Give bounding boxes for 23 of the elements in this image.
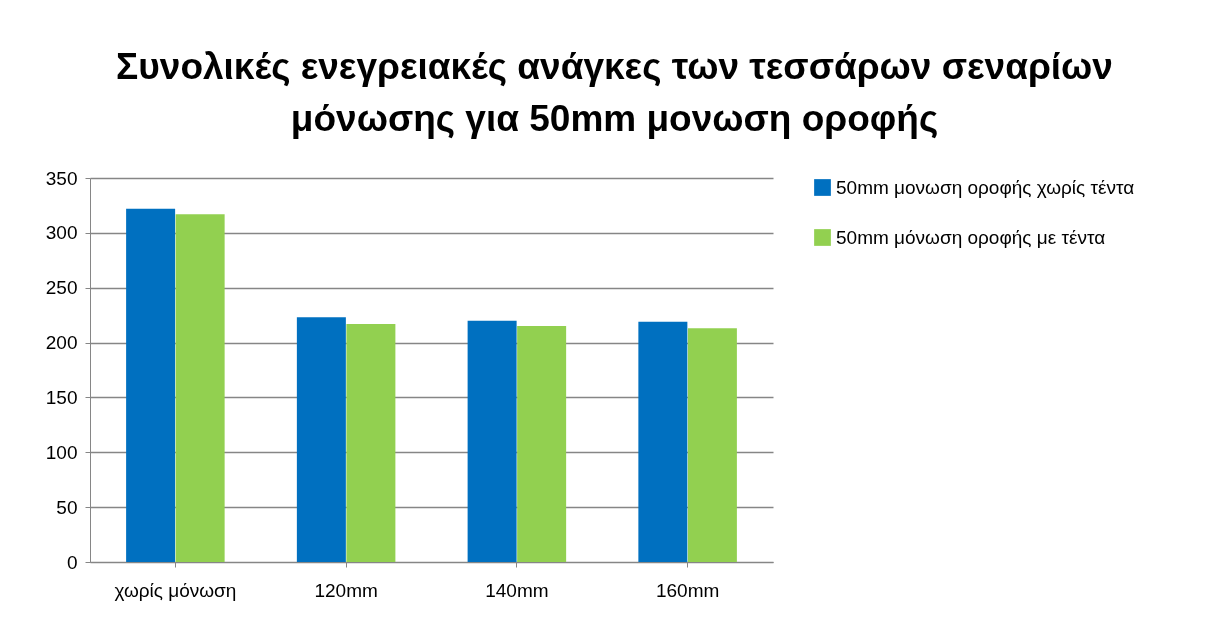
x-tick-label: 140mm	[485, 579, 549, 601]
y-tick-label: 50	[56, 496, 78, 518]
x-tick-label: χωρίς μόνωση	[114, 579, 237, 601]
y-tick-label: 350	[45, 167, 78, 189]
bar	[296, 317, 346, 562]
bar	[638, 321, 688, 562]
y-tick-label: 150	[45, 386, 78, 408]
y-tick-label: 300	[45, 222, 78, 244]
y-tick-label: 250	[45, 277, 78, 299]
y-tick-label: 100	[45, 441, 78, 463]
legend-label: 50mm μονωση οροφής χωρίς τέντα	[836, 176, 1135, 198]
bar	[346, 323, 396, 562]
bar	[467, 320, 517, 562]
y-tick-label: 0	[66, 551, 78, 573]
x-tick-label: 120mm	[314, 579, 378, 601]
bar	[517, 326, 567, 562]
chart-title: Συνολικές ενεγρειακές ανάγκες των τεσσάρων σεναρίων μόνωσης για 50mm μονωση οροφής	[116, 46, 1113, 139]
bar	[687, 328, 737, 562]
bar	[175, 214, 225, 562]
legend-label: 50mm μόνωση οροφής με τέντα	[836, 226, 1106, 248]
bar	[126, 208, 176, 562]
x-tick-label: 160mm	[655, 579, 720, 601]
y-tick-label: 200	[45, 332, 78, 354]
